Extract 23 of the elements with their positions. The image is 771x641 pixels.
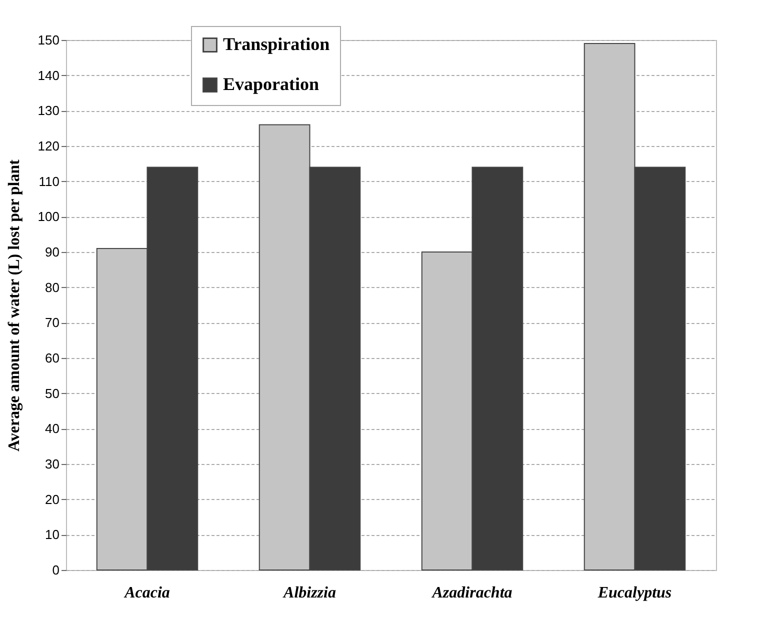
y-tick-label: 30 [45,456,60,472]
x-tick-label: Albizzia [282,584,336,602]
legend-label: Transpiration [223,34,330,54]
y-tick-label: 80 [45,280,60,295]
y-tick-label: 40 [45,421,60,436]
y-tick-label: 10 [45,527,60,542]
y-axis-title: Average amount of water (L) lost per plant [6,158,23,452]
y-tick-label: 100 [38,209,60,224]
y-tick-label: 110 [38,174,60,189]
x-tick-label: Acacia [124,584,170,602]
y-tick-label: 90 [45,244,60,260]
y-tick-label: 0 [52,562,60,578]
legend-label: Evaporation [223,74,320,94]
y-tick-label: 120 [38,138,60,154]
y-tick-label: 150 [38,32,60,48]
y-tick-label: 50 [45,386,60,401]
y-tick-label: 20 [45,492,60,507]
y-tick-label: 60 [45,350,60,366]
x-tick-label: Eucalyptus [596,584,672,602]
y-tick-label: 70 [45,315,60,330]
y-tick-label: 140 [38,68,60,83]
y-tick-label: 130 [38,103,60,118]
x-tick-label: Azadirachta [431,584,512,602]
